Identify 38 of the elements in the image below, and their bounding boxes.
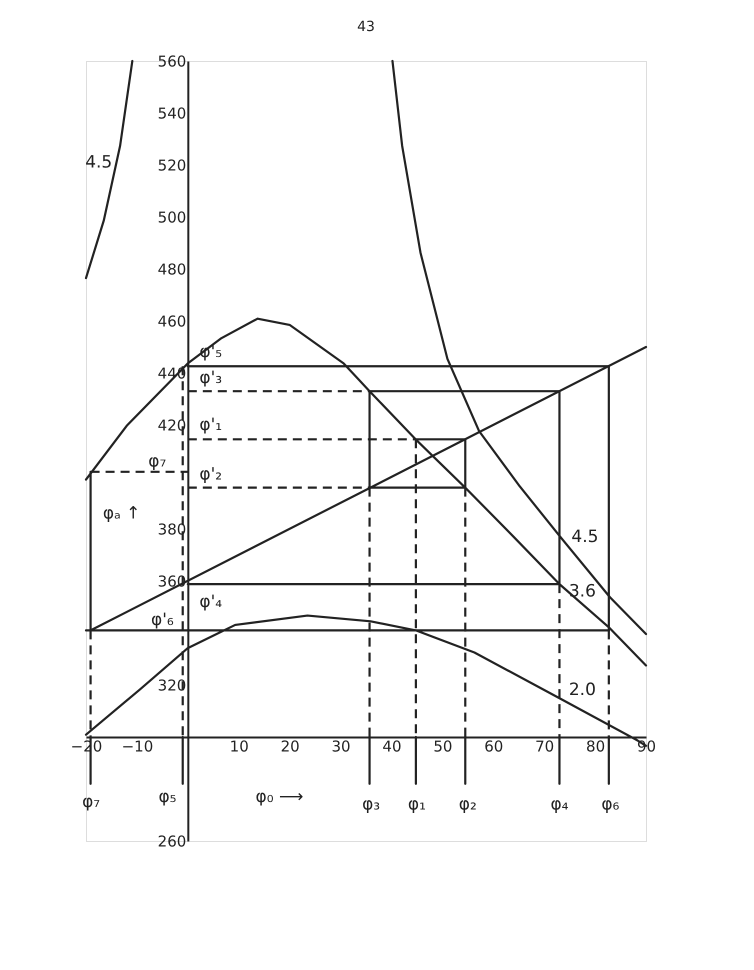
- y-tick-label: 540: [158, 104, 186, 122]
- y-tick-label: 560: [158, 52, 186, 70]
- annotation: φ'₄: [199, 592, 222, 612]
- x-tick-label: 70: [535, 738, 554, 756]
- annotation: φₐ ↑: [102, 503, 140, 524]
- annotation: φ'₆: [151, 610, 174, 630]
- x-tick-label: 10: [230, 738, 249, 756]
- x-tick-label: 50: [433, 738, 452, 756]
- text: 43: [357, 19, 375, 35]
- y-tick-label: 420: [158, 416, 186, 434]
- y-tick-label: 460: [158, 312, 186, 330]
- x-tick-label: 20: [280, 738, 300, 756]
- x-tick-label: 60: [484, 738, 504, 756]
- annotation: φ₄: [550, 794, 569, 815]
- annotation: φ₂: [458, 794, 477, 815]
- y-tick-label: 500: [158, 208, 186, 226]
- annotation: φ₇: [148, 451, 166, 472]
- x-tick-label: 40: [382, 738, 402, 756]
- annotation: φ₀ ⟶: [256, 786, 304, 807]
- annotation: 3.6: [568, 581, 596, 602]
- y-tick-label: 380: [158, 520, 186, 538]
- annotation: φ'₁: [199, 415, 222, 435]
- x-tick-label: −10: [122, 738, 154, 756]
- y-tick-label: 520: [158, 156, 186, 174]
- annotation: 4.5: [85, 152, 112, 172]
- y-tick-label: 260: [158, 832, 186, 850]
- x-tick-label: 80: [586, 738, 606, 756]
- annotation: φ'₂: [199, 464, 222, 484]
- annotation: 2.0: [568, 680, 596, 700]
- annotation: φ₆: [601, 794, 620, 815]
- x-tick-label: 30: [332, 738, 351, 756]
- annotation: φ₅: [158, 786, 176, 807]
- y-tick-label: 480: [158, 260, 186, 278]
- annotation: φ₃: [362, 794, 380, 815]
- annotation: φ₇: [82, 792, 100, 812]
- annotation: 4.5: [571, 526, 598, 547]
- annotation: φ₁: [408, 794, 426, 815]
- annotation: φ'₃: [199, 368, 222, 388]
